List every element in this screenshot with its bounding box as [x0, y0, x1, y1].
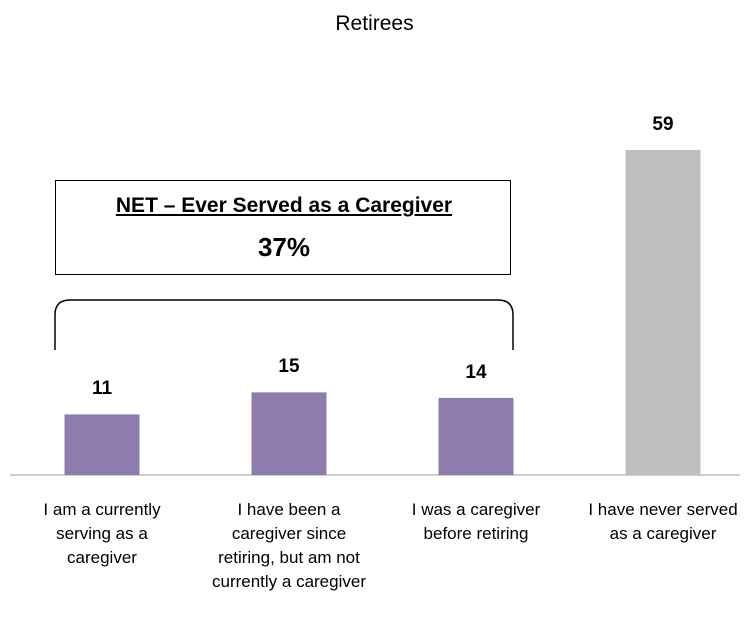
annotation-box [55, 180, 511, 275]
bracket [54, 299, 514, 350]
bar [64, 414, 140, 475]
x-tick-label: I was a caregiver before retiring [411, 500, 541, 543]
x-tick-label: I am a currently serving as a caregiver [43, 500, 161, 567]
value-label: 59 [652, 114, 674, 135]
annotation-title: NET – Ever Served as a Caregiver [115, 194, 453, 217]
x-tick-label: I have been a caregiver since retiring, … [211, 500, 366, 591]
value-label: 11 [91, 378, 113, 400]
value-label: 15 [278, 356, 300, 378]
x-tick-label: I have never served as a caregiver [588, 500, 738, 543]
annotation-value: 37% [257, 232, 311, 262]
chart-title: Retirees [335, 12, 414, 35]
value-label: 14 [465, 361, 487, 383]
bar [625, 150, 701, 475]
bar [251, 392, 327, 475]
bar [438, 397, 514, 475]
